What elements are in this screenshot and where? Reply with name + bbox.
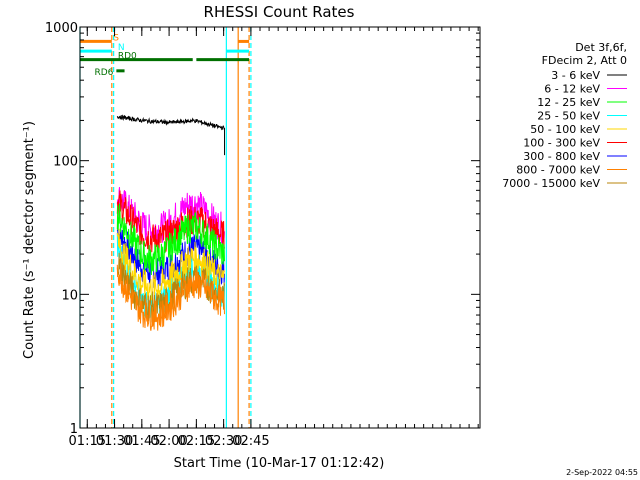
x-tick-label: 02:45 [232,434,269,449]
x-tick-label: 02:00 [150,434,187,449]
series-line-7 [116,264,225,331]
y-tick-label: 100 [53,155,78,170]
y-tick-label: 1 [70,422,78,437]
flag-label-rd6: RD6 [94,68,113,78]
legend-label-3: 25 - 50 keV [537,110,600,123]
legend-label-6: 300 - 800 keV [523,150,600,163]
series-line-1 [116,187,225,246]
legend-label-4: 50 - 100 keV [530,123,600,136]
axes: 1 10 100 1000 01:1501:3001:4502:0002:1502:30… [45,21,481,449]
flag-label-rd0: RD0 [118,52,137,62]
x-tick-label: 02:30 [205,434,242,449]
timestamp: 2-Sep-2022 04:55 [566,468,638,477]
y-axis-label: Count Rate (s⁻¹ detector segment⁻¹) [22,121,37,359]
vertical-markers [79,27,252,428]
series-line-2 [116,203,225,276]
legend-label-1: 6 - 12 keV [544,83,600,96]
flag-label-s: S [113,33,119,43]
x-tick-label: 02:15 [178,434,215,449]
legend-label-0: 3 - 6 keV [551,69,600,82]
legend-header-1: FDecim 2, Att 0 [542,54,627,67]
legend-label-7: 800 - 7000 keV [516,164,600,177]
series-line-4 [116,228,225,301]
legend-label-2: 12 - 25 keV [537,96,600,109]
x-axis-label: Start Time (10-Mar-17 01:12:42) [174,456,385,471]
chart-title: RHESSI Count Rates [204,3,355,21]
series-group [116,114,226,331]
legend-header-0: Det 3f,6f, [575,41,627,54]
x-tick-label: 01:45 [123,434,160,449]
flag-label-n: N [118,43,125,53]
series-line-0 [116,114,225,131]
x-tick-label: 01:15 [69,434,106,449]
plot-frame [79,26,481,429]
y-tick-label: 10 [61,288,78,303]
legend-label-8: 7000 - 15000 keV [502,177,600,190]
y-tick-label: 1000 [45,21,78,36]
legend-label-5: 100 - 300 keV [523,137,600,150]
x-tick-label: 01:30 [96,434,133,449]
